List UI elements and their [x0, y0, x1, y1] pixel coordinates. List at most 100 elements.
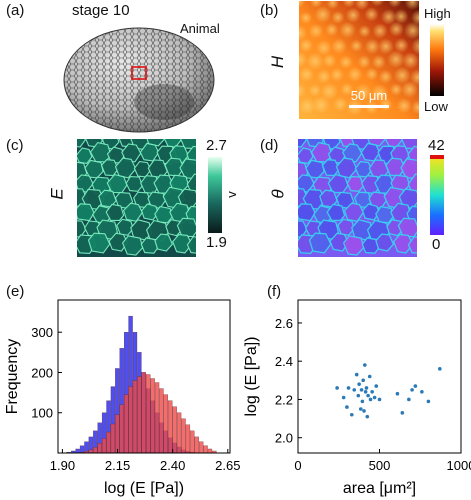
scatter-point [358, 407, 363, 411]
scatter-point [359, 388, 364, 392]
height-cell [394, 37, 409, 53]
modulus-cell [87, 232, 111, 254]
height-cell [404, 1, 419, 10]
histogram-bar [141, 372, 146, 454]
x-tick-label: 1.90 [50, 458, 75, 473]
histogram-bar [163, 394, 169, 454]
colorbar-c-max: 2.7 [206, 137, 227, 154]
scatter-point [360, 399, 365, 404]
height-cell [370, 83, 389, 102]
histogram-bar [124, 394, 129, 454]
angle-cell [298, 203, 316, 222]
height-cell [389, 83, 403, 96]
height-cell [309, 1, 323, 8]
scatter-point [362, 409, 366, 413]
histogram-bar [203, 445, 208, 454]
modulus-cell [186, 236, 196, 254]
height-map-image: 50 μm [299, 1, 419, 119]
scatter-point [346, 386, 351, 390]
height-cell [308, 84, 322, 97]
histogram-chart: 1.90 2.15 2.40 2.65 100 200 300 log (E [Pa]) Fre… [4, 299, 240, 497]
scatter-point [372, 395, 377, 400]
colorbar-b-low: Low [424, 99, 448, 114]
colorbar-d-min: 0 [432, 236, 441, 253]
height-cell [299, 38, 314, 53]
height-cell [299, 83, 307, 98]
scatter-point [366, 393, 370, 398]
modulus-cell [125, 176, 144, 192]
histogram-bar [154, 382, 160, 454]
height-cell [339, 55, 353, 69]
modulus-cell [154, 233, 174, 252]
scatter-point [374, 384, 379, 388]
angle-colorbar [430, 155, 444, 235]
height-cell [340, 82, 354, 96]
histogram-frame [57, 299, 231, 454]
modulus-cell [105, 203, 125, 221]
scatter-point [377, 397, 382, 402]
colorbar-d-max: 42 [428, 137, 445, 154]
panel-b-label: (b) [260, 2, 279, 19]
modulus-cell [116, 218, 134, 236]
height-cell [388, 1, 402, 8]
panel-d-ylabel: θ [268, 189, 288, 199]
scatter-point [410, 388, 414, 392]
histogram-bar [106, 431, 111, 454]
y-axis-title: log (E [Pa]) [243, 336, 260, 416]
scatter-point [357, 382, 361, 386]
histogram-bar [119, 404, 124, 454]
histogram-bar [132, 380, 138, 454]
scatter-point [370, 390, 374, 394]
angle-cell [407, 236, 417, 254]
panel-a-region: Animal [180, 21, 220, 36]
scalebar [349, 105, 389, 108]
scatter-point [349, 412, 354, 417]
scatter-point [356, 393, 361, 398]
height-cell [364, 7, 379, 22]
scatter-point [352, 388, 357, 392]
angle-cell [361, 203, 380, 221]
height-cell [364, 38, 380, 55]
scatter-point [341, 395, 346, 400]
height-cell [354, 1, 370, 10]
panel-b-ylabel: H [268, 55, 288, 69]
colorbar-b-high: High [424, 6, 451, 21]
angle-cell [407, 173, 417, 194]
angle-cell [308, 232, 332, 254]
angle-cell [329, 232, 350, 252]
height-cell [401, 81, 419, 98]
scatter-point [363, 390, 368, 394]
angle-map-image [298, 139, 417, 257]
angle-cell [375, 205, 395, 224]
height-cell [326, 1, 340, 10]
height-cell [306, 52, 324, 70]
panel-f-label: (f) [267, 283, 282, 300]
y-tick-label: 300 [31, 325, 53, 340]
height-cell [299, 51, 308, 68]
height-cell [320, 82, 338, 100]
scatter-point [420, 390, 424, 394]
histogram-bar [110, 423, 116, 454]
histogram-bar [168, 400, 173, 454]
y-tick-label: 2.0 [275, 431, 293, 446]
height-cell [354, 83, 373, 101]
height-cell [388, 21, 405, 37]
height-cell [331, 10, 345, 24]
histogram-bar [176, 412, 182, 454]
modulus-cell [77, 139, 86, 148]
scatter-point [361, 378, 365, 383]
y-axis-title: Frequency [4, 339, 21, 415]
height-cell [409, 68, 419, 86]
height-cell [342, 1, 356, 8]
height-cell [380, 8, 397, 25]
height-cell [325, 23, 339, 37]
histogram-bar [194, 436, 199, 454]
height-cell [365, 67, 379, 81]
y-tick-label: 2.6 [275, 316, 293, 331]
modulus-map-image [77, 139, 196, 257]
histogram-bar [207, 448, 213, 454]
height-cell [357, 55, 371, 69]
colorbar-c-min: 1.9 [206, 234, 227, 251]
height-cell [316, 69, 332, 84]
y-tick-label: 200 [31, 365, 53, 380]
